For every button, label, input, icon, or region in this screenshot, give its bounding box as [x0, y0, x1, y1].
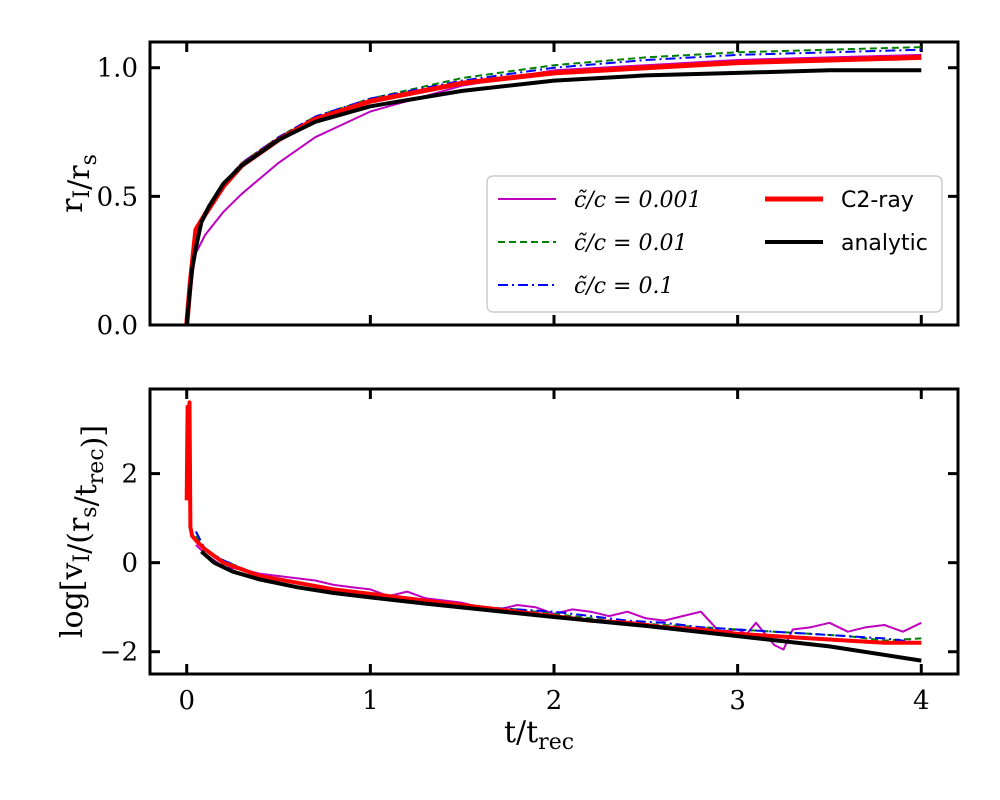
top-plot-frame: [148, 40, 960, 327]
bot-series-line-0: [195, 544, 922, 651]
top-ytick-label-0: 0.0: [97, 311, 138, 341]
bottom-series-group: [184, 400, 922, 663]
bot-xtick-label-2: 2: [546, 686, 563, 716]
legend-box: [486, 175, 943, 313]
top-ylabel-text: rI/rs: [55, 154, 102, 213]
top-ytick-label-2: 1.0: [97, 54, 138, 84]
top-series-line-4: [184, 68, 922, 326]
top-series-group: [184, 46, 922, 326]
bottom-plot-frame: [148, 387, 960, 676]
top-ytick-label-1: 0.5: [97, 182, 138, 212]
bottom-x-axis-label: t/trec: [504, 715, 574, 755]
bot-ytick-label-2: 2: [121, 460, 138, 490]
bot-series-line-1: [195, 535, 922, 642]
bot-xtick-label-0: 0: [178, 686, 195, 716]
legend-label-0: c̃/c = 0.001: [574, 188, 701, 213]
bot-ytick-label-0: −2: [100, 638, 138, 668]
top-x-ticks: [185, 42, 923, 325]
bot-xtick-label-1: 1: [362, 686, 379, 716]
legend-label-1: c̃/c = 0.01: [574, 231, 687, 256]
top-series-line-0: [185, 53, 922, 326]
top-y-axis-label: rI/rs: [55, 154, 102, 213]
bot-xtick-label-3: 3: [729, 686, 746, 716]
legend-label-2: c̃/c = 0.1: [574, 274, 673, 299]
bot-ylabel-text: log[vI/(rs/trec)]: [55, 425, 111, 638]
legend-label-3: C2-ray: [841, 188, 914, 213]
top-y-ticks: 0.0 0.5 1.0: [97, 54, 958, 341]
bot-xtick-label-4: 4: [913, 686, 930, 716]
bottom-y-axis-label: log[vI/(rs/trec)]: [55, 425, 111, 638]
bot-series-line-4: [200, 549, 922, 663]
bottom-y-ticks: −2 0 2: [100, 460, 958, 668]
bot-xlabel-text: t/trec: [504, 715, 574, 755]
bot-ytick-label-1: 0: [121, 549, 138, 579]
bottom-x-ticks: 0 1 2 3 4: [178, 389, 930, 716]
bottom-panel: log[vI/(rs/trec)] −2 0 2 0 1 2 3 4 t/trec: [55, 387, 960, 755]
legend: c̃/c = 0.001 c̃/c = 0.01 c̃/c = 0.1 C2-ray a…: [486, 175, 943, 313]
legend-label-4: analytic: [841, 231, 928, 256]
bot-series-line-3: [184, 400, 922, 645]
